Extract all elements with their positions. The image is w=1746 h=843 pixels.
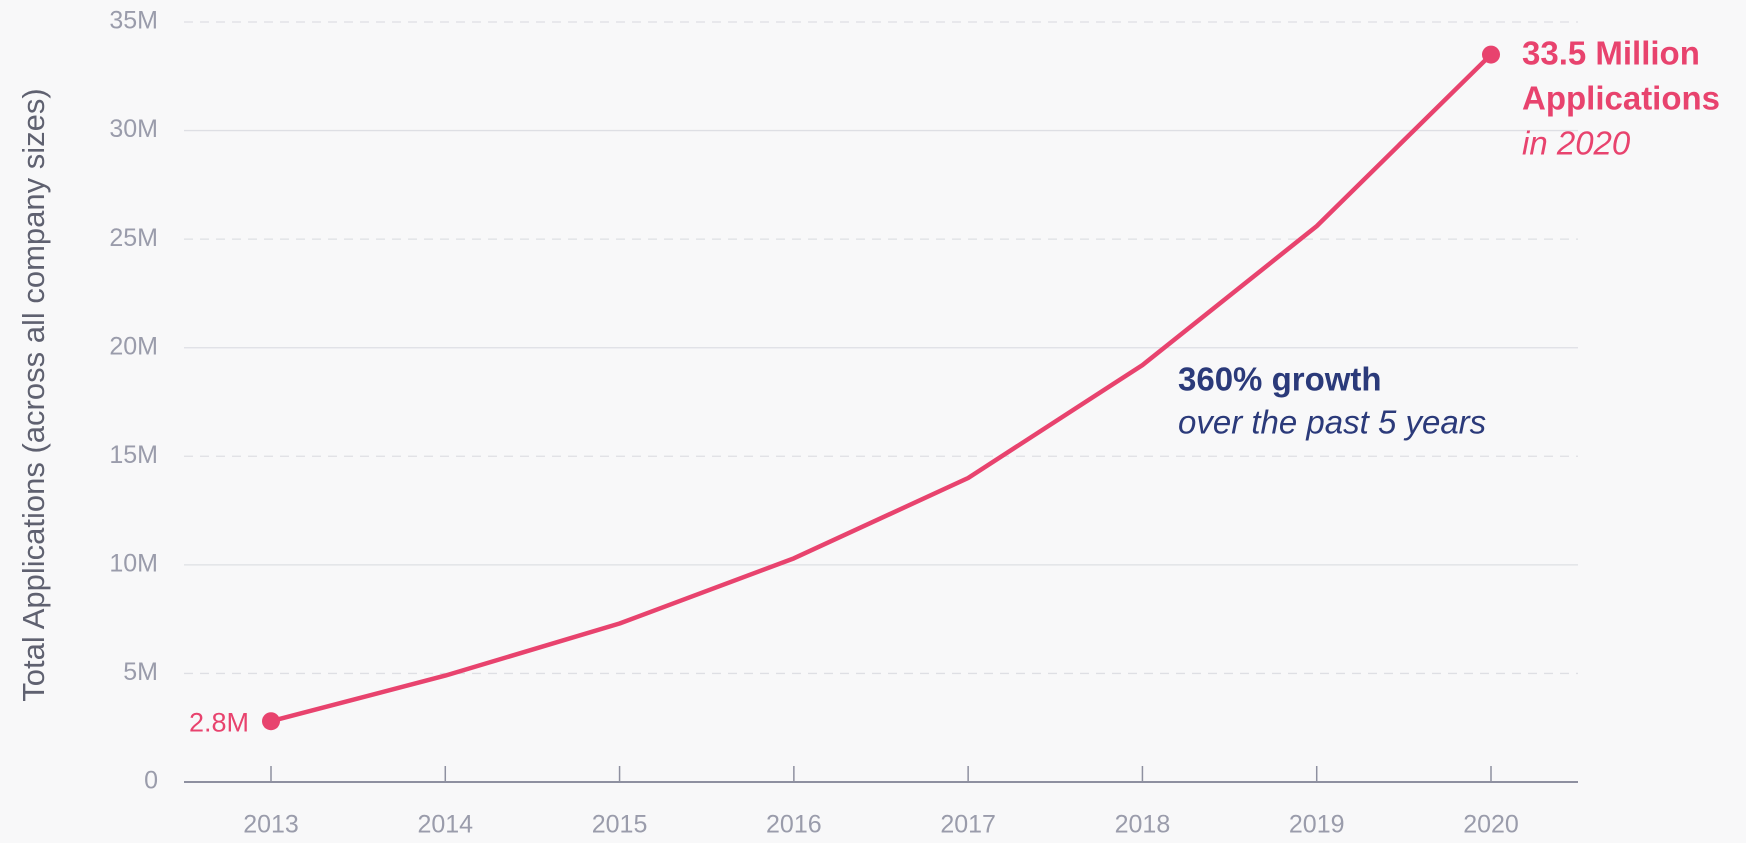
annotation: over the past 5 years [1178, 404, 1486, 441]
x-tick-label: 2015 [592, 811, 648, 839]
y-tick-label: 10M [109, 549, 158, 577]
y-tick-label: 35M [109, 7, 158, 35]
annotation: 33.5 Million [1522, 35, 1700, 72]
y-tick-label: 15M [109, 441, 158, 469]
data-point [1482, 45, 1500, 64]
y-tick-label: 0 [144, 767, 158, 795]
y-tick-label: 30M [109, 115, 158, 143]
x-tick-label: 2016 [766, 811, 822, 839]
x-tick-label: 2018 [1115, 811, 1171, 839]
x-tick-label: 2013 [243, 811, 299, 839]
y-tick-label: 20M [109, 332, 158, 360]
annotation: in 2020 [1522, 125, 1631, 162]
data-label: 2.8M [189, 707, 249, 737]
annotation: 360% growth [1178, 361, 1382, 398]
y-axis-label: Total Applications (across all company s… [16, 88, 51, 701]
data-point [262, 712, 280, 731]
annotation: Applications [1522, 80, 1720, 117]
y-tick-label: 5M [123, 658, 158, 686]
data-line [270, 52, 1493, 724]
x-tick-label: 2014 [417, 811, 473, 839]
x-tick-label: 2019 [1289, 811, 1345, 839]
y-tick-label: 25M [109, 224, 158, 252]
x-tick-label: 2020 [1463, 811, 1519, 839]
x-tick-label: 2017 [940, 811, 996, 839]
